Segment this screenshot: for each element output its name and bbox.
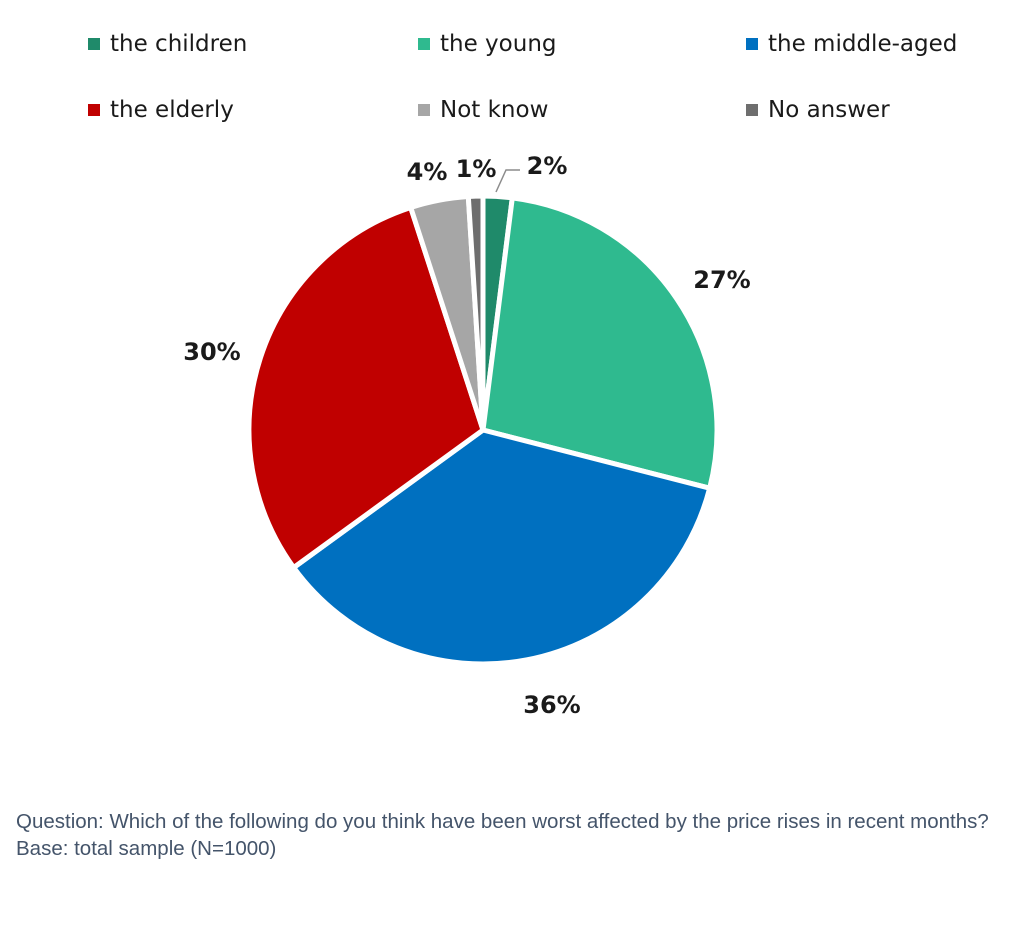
legend-swatch — [88, 38, 100, 50]
footnote-question: Question: Which of the following do you … — [16, 810, 989, 833]
legend-item-no-answer: No answer — [746, 92, 1006, 128]
slice-label: 4% — [407, 158, 448, 186]
legend-label: the young — [440, 31, 557, 57]
legend-item-middle-aged: the middle-aged — [746, 26, 1006, 62]
slice-label: 2% — [527, 152, 568, 180]
legend-swatch — [746, 38, 758, 50]
legend-swatch — [418, 38, 430, 50]
legend-label: No answer — [768, 97, 890, 123]
pie-slice-no-answer — [465, 193, 486, 433]
slice-label: 36% — [523, 691, 580, 719]
footnote-base: Base: total sample (N=1000) — [16, 837, 277, 860]
legend-label: the middle-aged — [768, 31, 958, 57]
legend-label: the elderly — [110, 97, 234, 123]
slice-label: 30% — [183, 338, 240, 366]
pie-chart: 2% 27% 36% 30% 4% 1% — [183, 152, 750, 719]
pie-slice-the-middle-aged — [291, 427, 713, 667]
leader-line — [495, 169, 520, 193]
legend-label: Not know — [440, 97, 549, 123]
legend-item-young: the young — [418, 26, 746, 62]
footnote: Question: Which of the following do you … — [16, 808, 1006, 862]
legend-label: the children — [110, 31, 248, 57]
legend-swatch — [746, 104, 758, 116]
legend-item-not-know: Not know — [418, 92, 746, 128]
pie-slice-the-elderly — [246, 204, 486, 571]
slice-label: 27% — [693, 266, 750, 294]
slice-label: 1% — [456, 155, 497, 183]
legend-swatch — [88, 104, 100, 116]
legend-swatch — [418, 104, 430, 116]
pie-slice-the-young — [480, 195, 720, 491]
legend-item-children: the children — [88, 26, 418, 62]
legend: the children the young the middle-aged t… — [88, 26, 988, 128]
legend-item-elderly: the elderly — [88, 92, 418, 128]
